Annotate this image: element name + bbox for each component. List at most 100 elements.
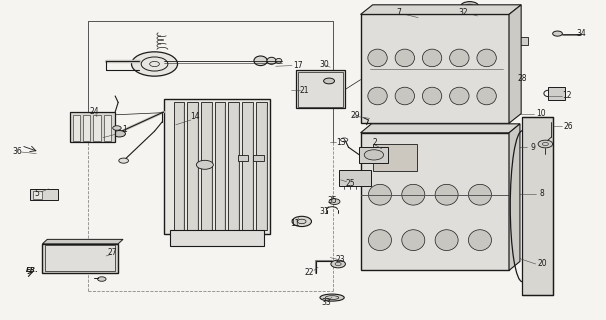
Bar [201,102,211,230]
Bar [164,99,270,234]
Ellipse shape [435,184,458,205]
Text: 12: 12 [562,92,571,100]
Ellipse shape [276,58,282,63]
Text: 24: 24 [89,107,99,116]
Ellipse shape [450,49,469,67]
Bar [361,133,509,270]
Text: 33: 33 [321,298,331,307]
Text: 25: 25 [345,179,355,188]
Text: 35: 35 [327,196,337,205]
Circle shape [119,158,128,163]
Ellipse shape [422,87,442,105]
Ellipse shape [368,87,387,105]
Ellipse shape [468,230,491,251]
Text: 20: 20 [538,260,547,268]
Ellipse shape [267,57,276,64]
Ellipse shape [254,56,267,66]
Bar [215,102,225,230]
Polygon shape [42,239,123,244]
Bar [373,144,417,171]
Bar [42,244,118,273]
Text: 13: 13 [336,138,345,147]
Ellipse shape [422,49,442,67]
Circle shape [331,260,345,268]
Bar [228,102,239,230]
Text: 11: 11 [290,220,300,228]
Circle shape [329,199,340,204]
Text: 29: 29 [351,111,361,120]
Ellipse shape [368,49,387,67]
Bar [298,72,343,107]
Polygon shape [361,124,520,133]
Ellipse shape [402,230,425,251]
Bar [548,87,565,100]
Bar [70,112,115,142]
Circle shape [113,126,121,130]
Circle shape [553,31,562,36]
Ellipse shape [402,184,425,205]
Text: 32: 32 [459,8,468,17]
Ellipse shape [477,87,496,105]
Text: 2: 2 [372,138,377,147]
Text: 31: 31 [319,207,329,216]
Text: 5: 5 [34,189,39,198]
Text: 10: 10 [536,109,546,118]
Bar [30,189,58,200]
Ellipse shape [395,49,415,67]
Text: 9: 9 [531,143,536,152]
Bar [359,147,388,163]
Polygon shape [361,5,521,14]
Bar [187,102,198,230]
Text: 14: 14 [190,112,200,121]
Bar [45,245,115,271]
Ellipse shape [320,294,344,301]
Bar [253,155,264,161]
Circle shape [324,78,335,84]
Bar [256,102,267,230]
Text: 34: 34 [577,29,587,38]
Bar [242,102,253,230]
Bar [73,115,80,141]
Bar [33,191,42,199]
Text: 36: 36 [12,147,22,156]
Ellipse shape [477,49,496,67]
Ellipse shape [468,184,491,205]
Circle shape [132,52,178,76]
Bar [296,70,345,108]
Text: 21: 21 [299,86,309,95]
Text: 22: 22 [304,268,314,277]
Circle shape [364,150,384,160]
Ellipse shape [368,230,391,251]
Ellipse shape [395,87,415,105]
Bar [517,37,528,45]
Bar [170,230,264,246]
Polygon shape [509,5,521,123]
Circle shape [98,277,106,281]
Text: 26: 26 [564,122,573,131]
Circle shape [196,160,213,169]
Bar [339,170,371,186]
Text: FR.: FR. [26,268,39,273]
Text: 27: 27 [107,248,117,257]
Text: 23: 23 [336,255,345,264]
Text: 17: 17 [293,61,303,70]
Bar [93,115,101,141]
Ellipse shape [450,87,469,105]
Circle shape [113,131,125,137]
Polygon shape [509,124,520,270]
Text: 1: 1 [122,125,127,134]
Bar [361,14,509,123]
Bar [83,115,90,141]
Bar [522,117,553,295]
Circle shape [538,140,553,148]
Text: 7: 7 [396,8,401,17]
Ellipse shape [368,184,391,205]
Text: 30: 30 [319,60,329,69]
Circle shape [292,216,311,227]
Circle shape [461,2,479,11]
Bar [238,155,248,161]
Text: 28: 28 [518,74,527,83]
Ellipse shape [435,230,458,251]
Text: 8: 8 [540,189,545,198]
Bar [173,102,184,230]
